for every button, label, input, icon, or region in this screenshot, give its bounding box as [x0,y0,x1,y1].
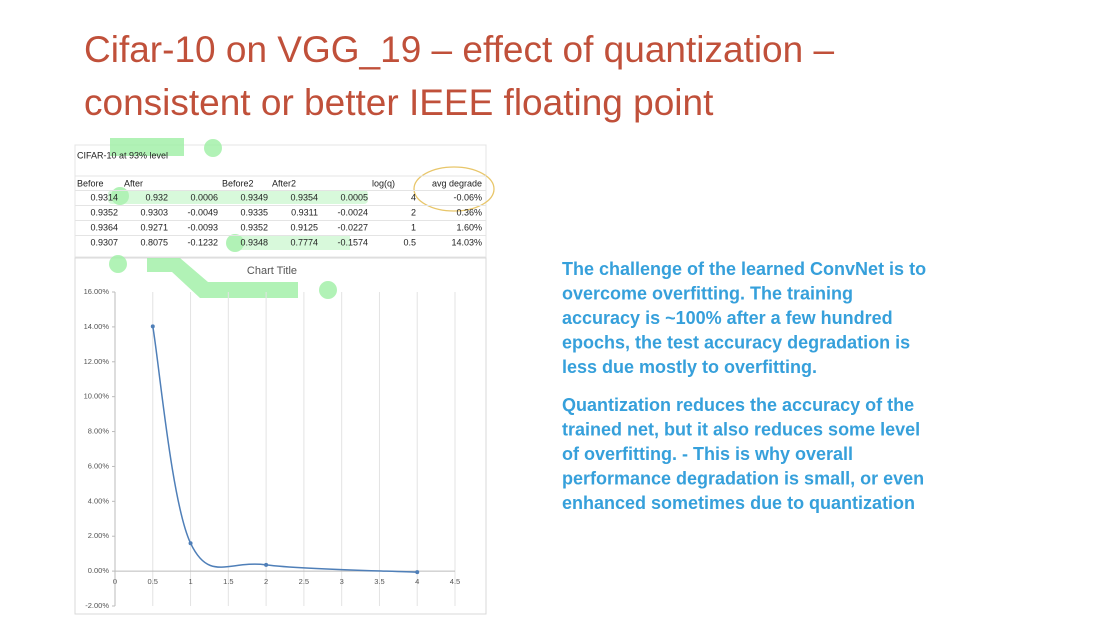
highlight [226,234,244,252]
table-header: Before [77,178,104,188]
table-cell: 0.9271 [140,222,168,232]
body-text: The challenge of the learned ConvNet is … [562,259,926,279]
table-cell: 0.0005 [340,192,368,202]
point [188,541,193,546]
table-cell: 0.932 [145,192,168,202]
body-text: epochs, the test accuracy degradation is [562,332,910,352]
table-cell: -0.1574 [337,237,368,247]
highlight [204,139,222,157]
title-line: consistent or better IEEE floating point [84,82,714,123]
highlight [230,236,350,250]
table-cell: -0.1232 [187,237,218,247]
body-text: of overfitting. - This is why overall [562,444,853,464]
table-header: After2 [272,178,296,188]
table-cell: 0.9348 [240,237,268,247]
table-cell: 14.03% [451,237,482,247]
point [150,324,155,329]
table-cell: 0.9335 [240,207,268,217]
highlight [108,190,368,204]
highlights [108,138,368,299]
x-tick-label: 0.5 [148,577,158,586]
y-tick-label: 4.00% [88,496,110,505]
table-header: avg degrade [432,178,482,188]
y-tick-label: 12.00% [84,357,110,366]
x-tick-label: 1.5 [223,577,233,586]
body-text: performance degradation is small, or eve… [562,468,924,488]
table-cell: 0.5 [403,237,416,247]
table-cell: -0.0049 [187,207,218,217]
y-tick-label: 10.00% [84,392,110,401]
x-tick-label: 4 [415,577,419,586]
x-tick-label: 1 [188,577,192,586]
x-tick-label: 3.5 [374,577,384,586]
table-cell: -0.0024 [337,207,368,217]
x-tick-label: 3 [340,577,344,586]
y-tick-label: 8.00% [88,427,110,436]
body-text: overcome overfitting. The training [562,283,853,303]
table-caption: CIFAR-10 at 93% level [77,150,168,160]
body-text: Quantization reduces the accuracy of the [562,395,914,415]
x-tick-label: 2.5 [299,577,309,586]
table-cell: 4 [411,192,416,202]
table-cell: -0.0093 [187,222,218,232]
table-header: After [124,178,143,188]
y-tick-label: 16.00% [84,287,110,296]
table-cell: 0.9303 [140,207,168,217]
chart-title: Chart Title [247,265,297,277]
highlight [147,258,298,298]
highlight [109,255,127,273]
line [152,326,418,573]
body-text: less due mostly to overfitting. [562,357,817,377]
highlight [111,187,129,205]
table-cell: 0.9352 [240,222,268,232]
table-cell: -0.06% [453,192,482,202]
x-tick-label: 2 [264,577,268,586]
table-cell: 0.9364 [90,222,118,232]
point [264,562,269,567]
y-tick-label: -2.00% [85,601,109,610]
highlight [110,138,184,156]
table-cell: 0.0006 [190,192,218,202]
table-cell: 0.7774 [290,237,318,247]
table-cell: 0.9354 [290,192,318,202]
x-tick-label: 4.5 [450,577,460,586]
table-cell: 1 [411,222,416,232]
table-cell: 0.9307 [90,237,118,247]
table-cell: 1.60% [456,222,482,232]
title-line: Cifar-10 on VGG_19 – effect of quantizat… [84,29,834,70]
y-tick-label: 6.00% [88,461,110,470]
highlight [319,281,337,299]
table-cell: 0.9311 [291,207,318,217]
table-header: Before2 [222,178,254,188]
table-cell: 0.36% [456,207,482,217]
table-cell: 0.9349 [240,192,268,202]
table-cell: 0.9352 [90,207,118,217]
y-tick-label: 2.00% [88,531,110,540]
body-text: enhanced sometimes due to quantization [562,493,915,513]
point [415,570,420,575]
table-header: log(q) [372,178,395,188]
table-cell: 2 [411,207,416,217]
table-cell: -0.0227 [337,222,368,232]
y-tick-label: 0.00% [88,566,110,575]
body-text: trained net, but it also reduces some le… [562,419,920,439]
table-cell: 0.8075 [140,237,168,247]
ellipse-annotation [413,166,495,212]
body-text: accuracy is ~100% after a few hundred [562,308,893,328]
y-tick-label: 14.00% [84,322,110,331]
table-cell: 0.9314 [90,192,118,202]
table-frame [74,144,487,258]
table-cell: 0.9125 [290,222,318,232]
chart-frame [74,257,487,615]
